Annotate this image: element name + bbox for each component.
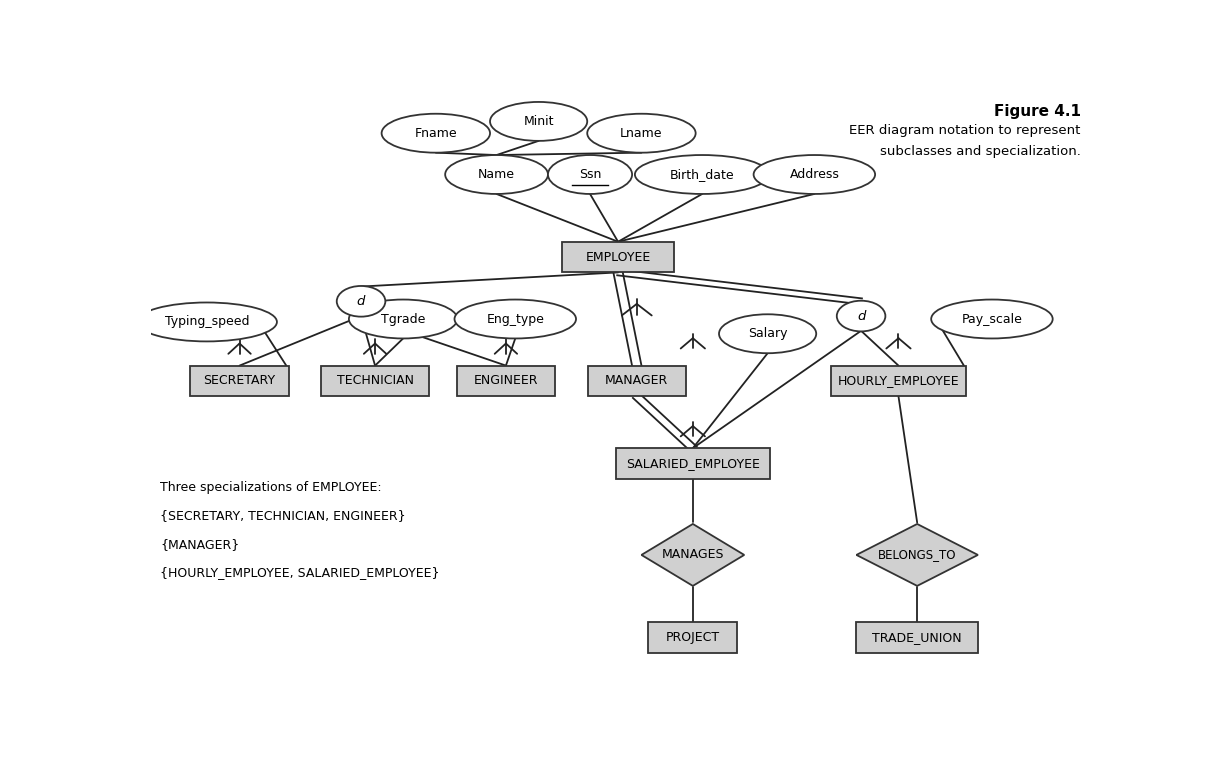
Text: TECHNICIAN: TECHNICIAN	[336, 375, 414, 388]
Text: HOURLY_EMPLOYEE: HOURLY_EMPLOYEE	[838, 375, 959, 388]
Text: Three specializations of EMPLOYEE:: Three specializations of EMPLOYEE:	[160, 481, 382, 494]
Text: SALARIED_EMPLOYEE: SALARIED_EMPLOYEE	[626, 457, 760, 470]
Ellipse shape	[587, 113, 696, 152]
FancyBboxPatch shape	[191, 365, 288, 396]
Text: {SECRETARY, TECHNICIAN, ENGINEER}: {SECRETARY, TECHNICIAN, ENGINEER}	[160, 509, 405, 522]
Ellipse shape	[931, 300, 1053, 339]
FancyBboxPatch shape	[321, 365, 429, 396]
Text: SECRETARY: SECRETARY	[204, 375, 276, 388]
Text: ENGINEER: ENGINEER	[474, 375, 538, 388]
Polygon shape	[642, 524, 744, 586]
FancyBboxPatch shape	[562, 242, 674, 273]
Text: Address: Address	[790, 168, 839, 181]
Ellipse shape	[634, 155, 769, 194]
Text: Fname: Fname	[415, 126, 457, 139]
Text: MANAGES: MANAGES	[662, 548, 724, 561]
Ellipse shape	[455, 300, 576, 339]
Circle shape	[336, 286, 386, 316]
FancyBboxPatch shape	[831, 365, 966, 396]
Circle shape	[837, 301, 885, 332]
Text: Figure 4.1: Figure 4.1	[994, 103, 1081, 119]
Text: Typing_speed: Typing_speed	[164, 316, 250, 329]
Polygon shape	[856, 524, 978, 586]
Text: EER diagram notation to represent: EER diagram notation to represent	[849, 124, 1081, 137]
Text: Name: Name	[478, 168, 515, 181]
Text: Ssn: Ssn	[579, 168, 602, 181]
Text: Birth_date: Birth_date	[669, 168, 734, 181]
Text: Pay_scale: Pay_scale	[961, 313, 1023, 326]
Ellipse shape	[349, 300, 457, 339]
FancyBboxPatch shape	[856, 622, 978, 653]
Text: subclasses and specialization.: subclasses and specialization.	[880, 145, 1081, 158]
Text: d: d	[857, 309, 865, 322]
Text: PROJECT: PROJECT	[666, 631, 720, 644]
FancyBboxPatch shape	[587, 365, 686, 396]
Text: MANAGER: MANAGER	[605, 375, 668, 388]
Ellipse shape	[136, 303, 277, 342]
FancyBboxPatch shape	[649, 622, 737, 653]
Text: {MANAGER}: {MANAGER}	[160, 538, 239, 551]
Ellipse shape	[548, 155, 632, 194]
Ellipse shape	[445, 155, 548, 194]
Text: Salary: Salary	[748, 327, 788, 340]
Ellipse shape	[381, 113, 490, 152]
Text: TRADE_UNION: TRADE_UNION	[872, 631, 962, 644]
FancyBboxPatch shape	[616, 448, 769, 479]
Text: d: d	[357, 295, 365, 308]
Text: BELONGS_TO: BELONGS_TO	[878, 548, 956, 561]
FancyBboxPatch shape	[457, 365, 555, 396]
Text: Eng_type: Eng_type	[486, 313, 544, 326]
Ellipse shape	[719, 314, 816, 353]
Text: EMPLOYEE: EMPLOYEE	[585, 250, 651, 264]
Text: {HOURLY_EMPLOYEE, SALARIED_EMPLOYEE}: {HOURLY_EMPLOYEE, SALARIED_EMPLOYEE}	[160, 566, 440, 579]
Ellipse shape	[754, 155, 876, 194]
Text: Tgrade: Tgrade	[381, 313, 426, 326]
Text: Lname: Lname	[620, 126, 662, 139]
Text: Minit: Minit	[523, 115, 554, 128]
Ellipse shape	[490, 102, 587, 141]
